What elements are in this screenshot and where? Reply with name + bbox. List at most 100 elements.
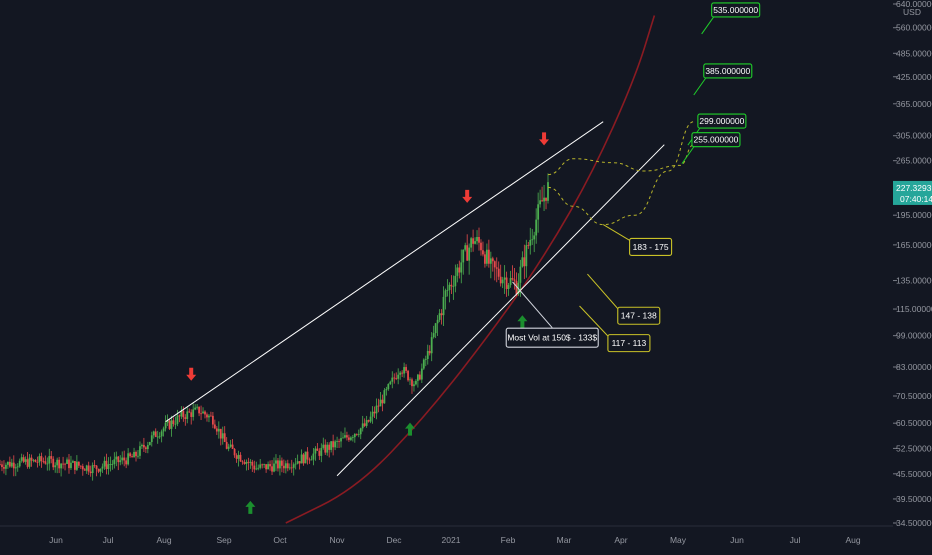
- candle-body: [74, 461, 76, 470]
- target-label[interactable]: 255.000000: [691, 132, 741, 148]
- price-tick-label: 60.500000: [896, 418, 932, 428]
- zone-pointer: [579, 305, 610, 338]
- candle-body: [507, 285, 510, 289]
- candle-body: [497, 268, 500, 277]
- price-tick-label: 83.000000: [896, 362, 932, 372]
- candle-body: [405, 367, 407, 371]
- trendline[interactable]: [165, 121, 604, 423]
- candle-body: [48, 456, 51, 464]
- candle-body: [103, 460, 106, 467]
- candle-body: [288, 467, 291, 469]
- arrow-down-icon[interactable]: [186, 367, 197, 381]
- candle-body: [235, 455, 238, 459]
- candle-body: [377, 405, 380, 407]
- candle-body: [397, 374, 400, 379]
- candle-body: [24, 459, 27, 462]
- candle-body: [170, 420, 173, 429]
- arrow-down-icon[interactable]: [539, 132, 550, 146]
- zone-label[interactable]: 183 - 175: [629, 237, 673, 256]
- candle-body: [75, 461, 78, 470]
- candle-body: [363, 423, 366, 426]
- volume-note[interactable]: Most Vol at 150$ - 133$: [505, 327, 599, 348]
- price-tick-label: 52.500000: [896, 443, 932, 453]
- target-label-box: [711, 2, 761, 18]
- candle-body: [474, 241, 476, 244]
- candle-body: [111, 464, 114, 465]
- candle-body: [328, 444, 331, 450]
- candle-body: [58, 459, 61, 469]
- candle-body: [383, 390, 386, 404]
- target-label[interactable]: 535.000000: [711, 2, 761, 18]
- candle-body: [46, 463, 49, 465]
- candle-body: [466, 245, 469, 261]
- target-label-text: 535.000000: [713, 5, 758, 15]
- candle-body: [422, 359, 425, 369]
- candle-body: [182, 410, 185, 418]
- candle-body: [482, 250, 484, 255]
- arrow-up-icon[interactable]: [517, 315, 528, 329]
- candle-body: [413, 384, 415, 387]
- arrow-down-icon[interactable]: [462, 189, 473, 203]
- candle-body: [269, 464, 271, 467]
- candle-body: [79, 465, 82, 467]
- zone-label-text: 147 - 138: [621, 311, 657, 321]
- candle-body: [403, 367, 406, 374]
- candle-body: [121, 457, 124, 461]
- candle-body: [14, 467, 17, 469]
- candle-body: [320, 447, 323, 456]
- candle-body: [533, 235, 536, 240]
- candle-body: [194, 407, 197, 410]
- candle-countdown: 07:40:14: [900, 194, 932, 204]
- zone-label[interactable]: 117 - 113: [607, 334, 651, 353]
- candle-body: [1, 464, 3, 468]
- candle-body: [334, 441, 337, 448]
- price-tick-label: 195.000000: [896, 210, 932, 220]
- candle-body: [125, 460, 128, 465]
- candle-body: [215, 428, 218, 432]
- candle-body: [545, 197, 547, 201]
- candle-body: [438, 313, 441, 320]
- candle-body: [237, 454, 240, 459]
- candle-body: [411, 379, 413, 387]
- candle-body: [470, 238, 473, 248]
- candle-body: [208, 415, 210, 418]
- candle-body: [188, 411, 191, 413]
- price-scale[interactable]: [893, 0, 932, 550]
- projection-path[interactable]: [547, 121, 695, 226]
- candle-body: [346, 435, 348, 438]
- candle-body: [271, 466, 273, 472]
- time-scale[interactable]: [0, 526, 893, 550]
- candle-body: [379, 399, 382, 407]
- trendline[interactable]: [336, 144, 665, 477]
- target-pointer: [701, 16, 715, 35]
- candle-body: [117, 456, 120, 463]
- time-tick-label: Sep: [216, 535, 231, 545]
- target-label[interactable]: 385.000000: [703, 63, 753, 79]
- target-label[interactable]: 299.000000: [697, 113, 747, 129]
- candle-body: [401, 372, 404, 374]
- candle-body: [44, 461, 47, 464]
- candle-body: [119, 460, 122, 463]
- candle-body: [420, 368, 423, 380]
- candle-body: [525, 245, 528, 267]
- price-tick-label: 305.000000: [896, 131, 932, 141]
- candle-body: [247, 461, 250, 463]
- growth-curve[interactable]: [285, 15, 656, 524]
- candle-body: [302, 454, 305, 464]
- candle-body: [399, 372, 402, 375]
- candle-body: [547, 182, 549, 201]
- arrow-up-icon[interactable]: [245, 500, 256, 514]
- candle-body: [385, 389, 388, 391]
- zone-label[interactable]: 147 - 138: [617, 306, 661, 325]
- candle-body: [344, 435, 346, 438]
- arrow-up-icon[interactable]: [405, 422, 416, 436]
- candle-body: [472, 238, 474, 244]
- price-tick-label: 640.000000: [896, 0, 932, 9]
- candle-body: [251, 461, 254, 466]
- time-tick-label: Aug: [156, 535, 171, 545]
- candle-body: [239, 454, 242, 462]
- candle-body: [446, 290, 449, 291]
- price-tick-label: 365.000000: [896, 99, 932, 109]
